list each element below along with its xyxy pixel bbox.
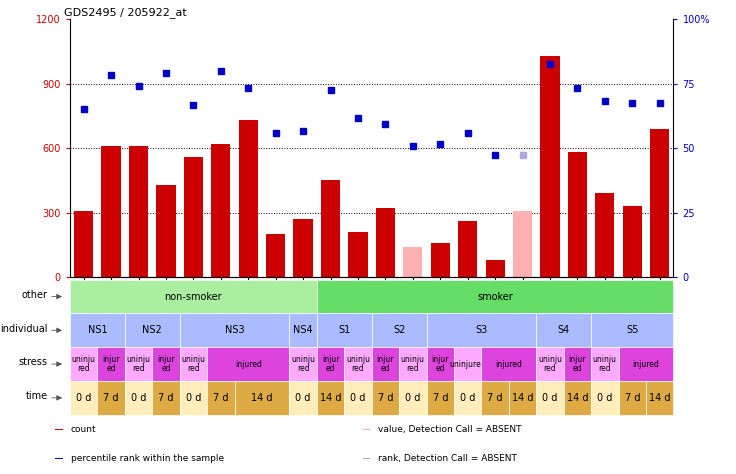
Bar — [55, 458, 63, 459]
Text: 14 d: 14 d — [251, 393, 273, 403]
Text: 7 d: 7 d — [625, 393, 640, 403]
Bar — [458, 221, 478, 277]
Text: 7 d: 7 d — [158, 393, 174, 403]
Text: 14 d: 14 d — [567, 393, 588, 403]
Text: 0 d: 0 d — [131, 393, 146, 403]
Bar — [294, 219, 313, 277]
Text: 0 d: 0 d — [460, 393, 475, 403]
Text: NS4: NS4 — [293, 325, 313, 335]
Bar — [650, 129, 669, 277]
Text: uninju
red: uninju red — [538, 355, 562, 374]
Text: 0 d: 0 d — [350, 393, 366, 403]
Bar — [376, 209, 395, 277]
Bar — [74, 210, 93, 277]
Text: S2: S2 — [393, 325, 406, 335]
Text: S5: S5 — [626, 325, 638, 335]
Text: injured: injured — [235, 360, 262, 369]
Text: uninju
red: uninju red — [346, 355, 370, 374]
Text: uninju
red: uninju red — [127, 355, 150, 374]
Text: 0 d: 0 d — [597, 393, 612, 403]
Text: uninju
red: uninju red — [401, 355, 425, 374]
Text: 7 d: 7 d — [378, 393, 393, 403]
Text: rank, Detection Call = ABSENT: rank, Detection Call = ABSENT — [378, 455, 517, 464]
Text: injur
ed: injur ed — [102, 355, 120, 374]
Text: uninju
red: uninju red — [291, 355, 315, 374]
Text: injur
ed: injur ed — [158, 355, 174, 374]
Text: 14 d: 14 d — [319, 393, 342, 403]
Text: 7 d: 7 d — [103, 393, 118, 403]
Bar — [403, 247, 422, 277]
Text: injur
ed: injur ed — [322, 355, 339, 374]
Text: stress: stress — [18, 357, 48, 367]
Text: 7 d: 7 d — [487, 393, 503, 403]
Text: NS2: NS2 — [142, 325, 162, 335]
Bar — [238, 120, 258, 277]
Text: S4: S4 — [558, 325, 570, 335]
Text: 0 d: 0 d — [405, 393, 420, 403]
Bar — [513, 210, 532, 277]
Text: 0 d: 0 d — [185, 393, 201, 403]
Text: smoker: smoker — [477, 292, 513, 301]
Bar — [431, 243, 450, 277]
Text: non-smoker: non-smoker — [165, 292, 222, 301]
Text: 7 d: 7 d — [213, 393, 229, 403]
Bar — [211, 144, 230, 277]
Text: other: other — [21, 290, 48, 300]
Text: S1: S1 — [338, 325, 350, 335]
Text: injur
ed: injur ed — [569, 355, 586, 374]
Text: time: time — [26, 391, 48, 401]
Bar — [623, 206, 642, 277]
Text: injured: injured — [632, 360, 659, 369]
Text: uninjured: uninjured — [450, 360, 486, 369]
Text: uninju
red: uninju red — [71, 355, 96, 374]
Text: percentile rank within the sample: percentile rank within the sample — [71, 455, 224, 464]
Bar — [156, 185, 175, 277]
Bar — [348, 232, 367, 277]
Bar — [363, 458, 370, 459]
Text: individual: individual — [0, 324, 48, 334]
Text: 7 d: 7 d — [433, 393, 448, 403]
Text: 14 d: 14 d — [649, 393, 670, 403]
Text: value, Detection Call = ABSENT: value, Detection Call = ABSENT — [378, 425, 521, 434]
Bar — [102, 146, 121, 277]
Bar — [540, 55, 559, 277]
Text: 0 d: 0 d — [76, 393, 91, 403]
Bar — [568, 153, 587, 277]
Text: injur
ed: injur ed — [377, 355, 394, 374]
Text: uninju
red: uninju red — [593, 355, 617, 374]
Text: count: count — [71, 425, 96, 434]
Text: 14 d: 14 d — [512, 393, 534, 403]
Text: injur
ed: injur ed — [431, 355, 449, 374]
Text: injured: injured — [495, 360, 523, 369]
Bar — [184, 157, 203, 277]
Bar — [266, 234, 286, 277]
Bar — [595, 193, 615, 277]
Text: GDS2495 / 205922_at: GDS2495 / 205922_at — [64, 7, 187, 18]
Text: 0 d: 0 d — [542, 393, 558, 403]
Bar — [55, 428, 63, 430]
Text: uninju
red: uninju red — [181, 355, 205, 374]
Bar — [486, 260, 505, 277]
Bar — [321, 181, 340, 277]
Text: S3: S3 — [475, 325, 487, 335]
Bar — [129, 146, 148, 277]
Bar — [363, 428, 370, 430]
Text: 0 d: 0 d — [295, 393, 311, 403]
Text: NS1: NS1 — [88, 325, 107, 335]
Text: NS3: NS3 — [224, 325, 244, 335]
